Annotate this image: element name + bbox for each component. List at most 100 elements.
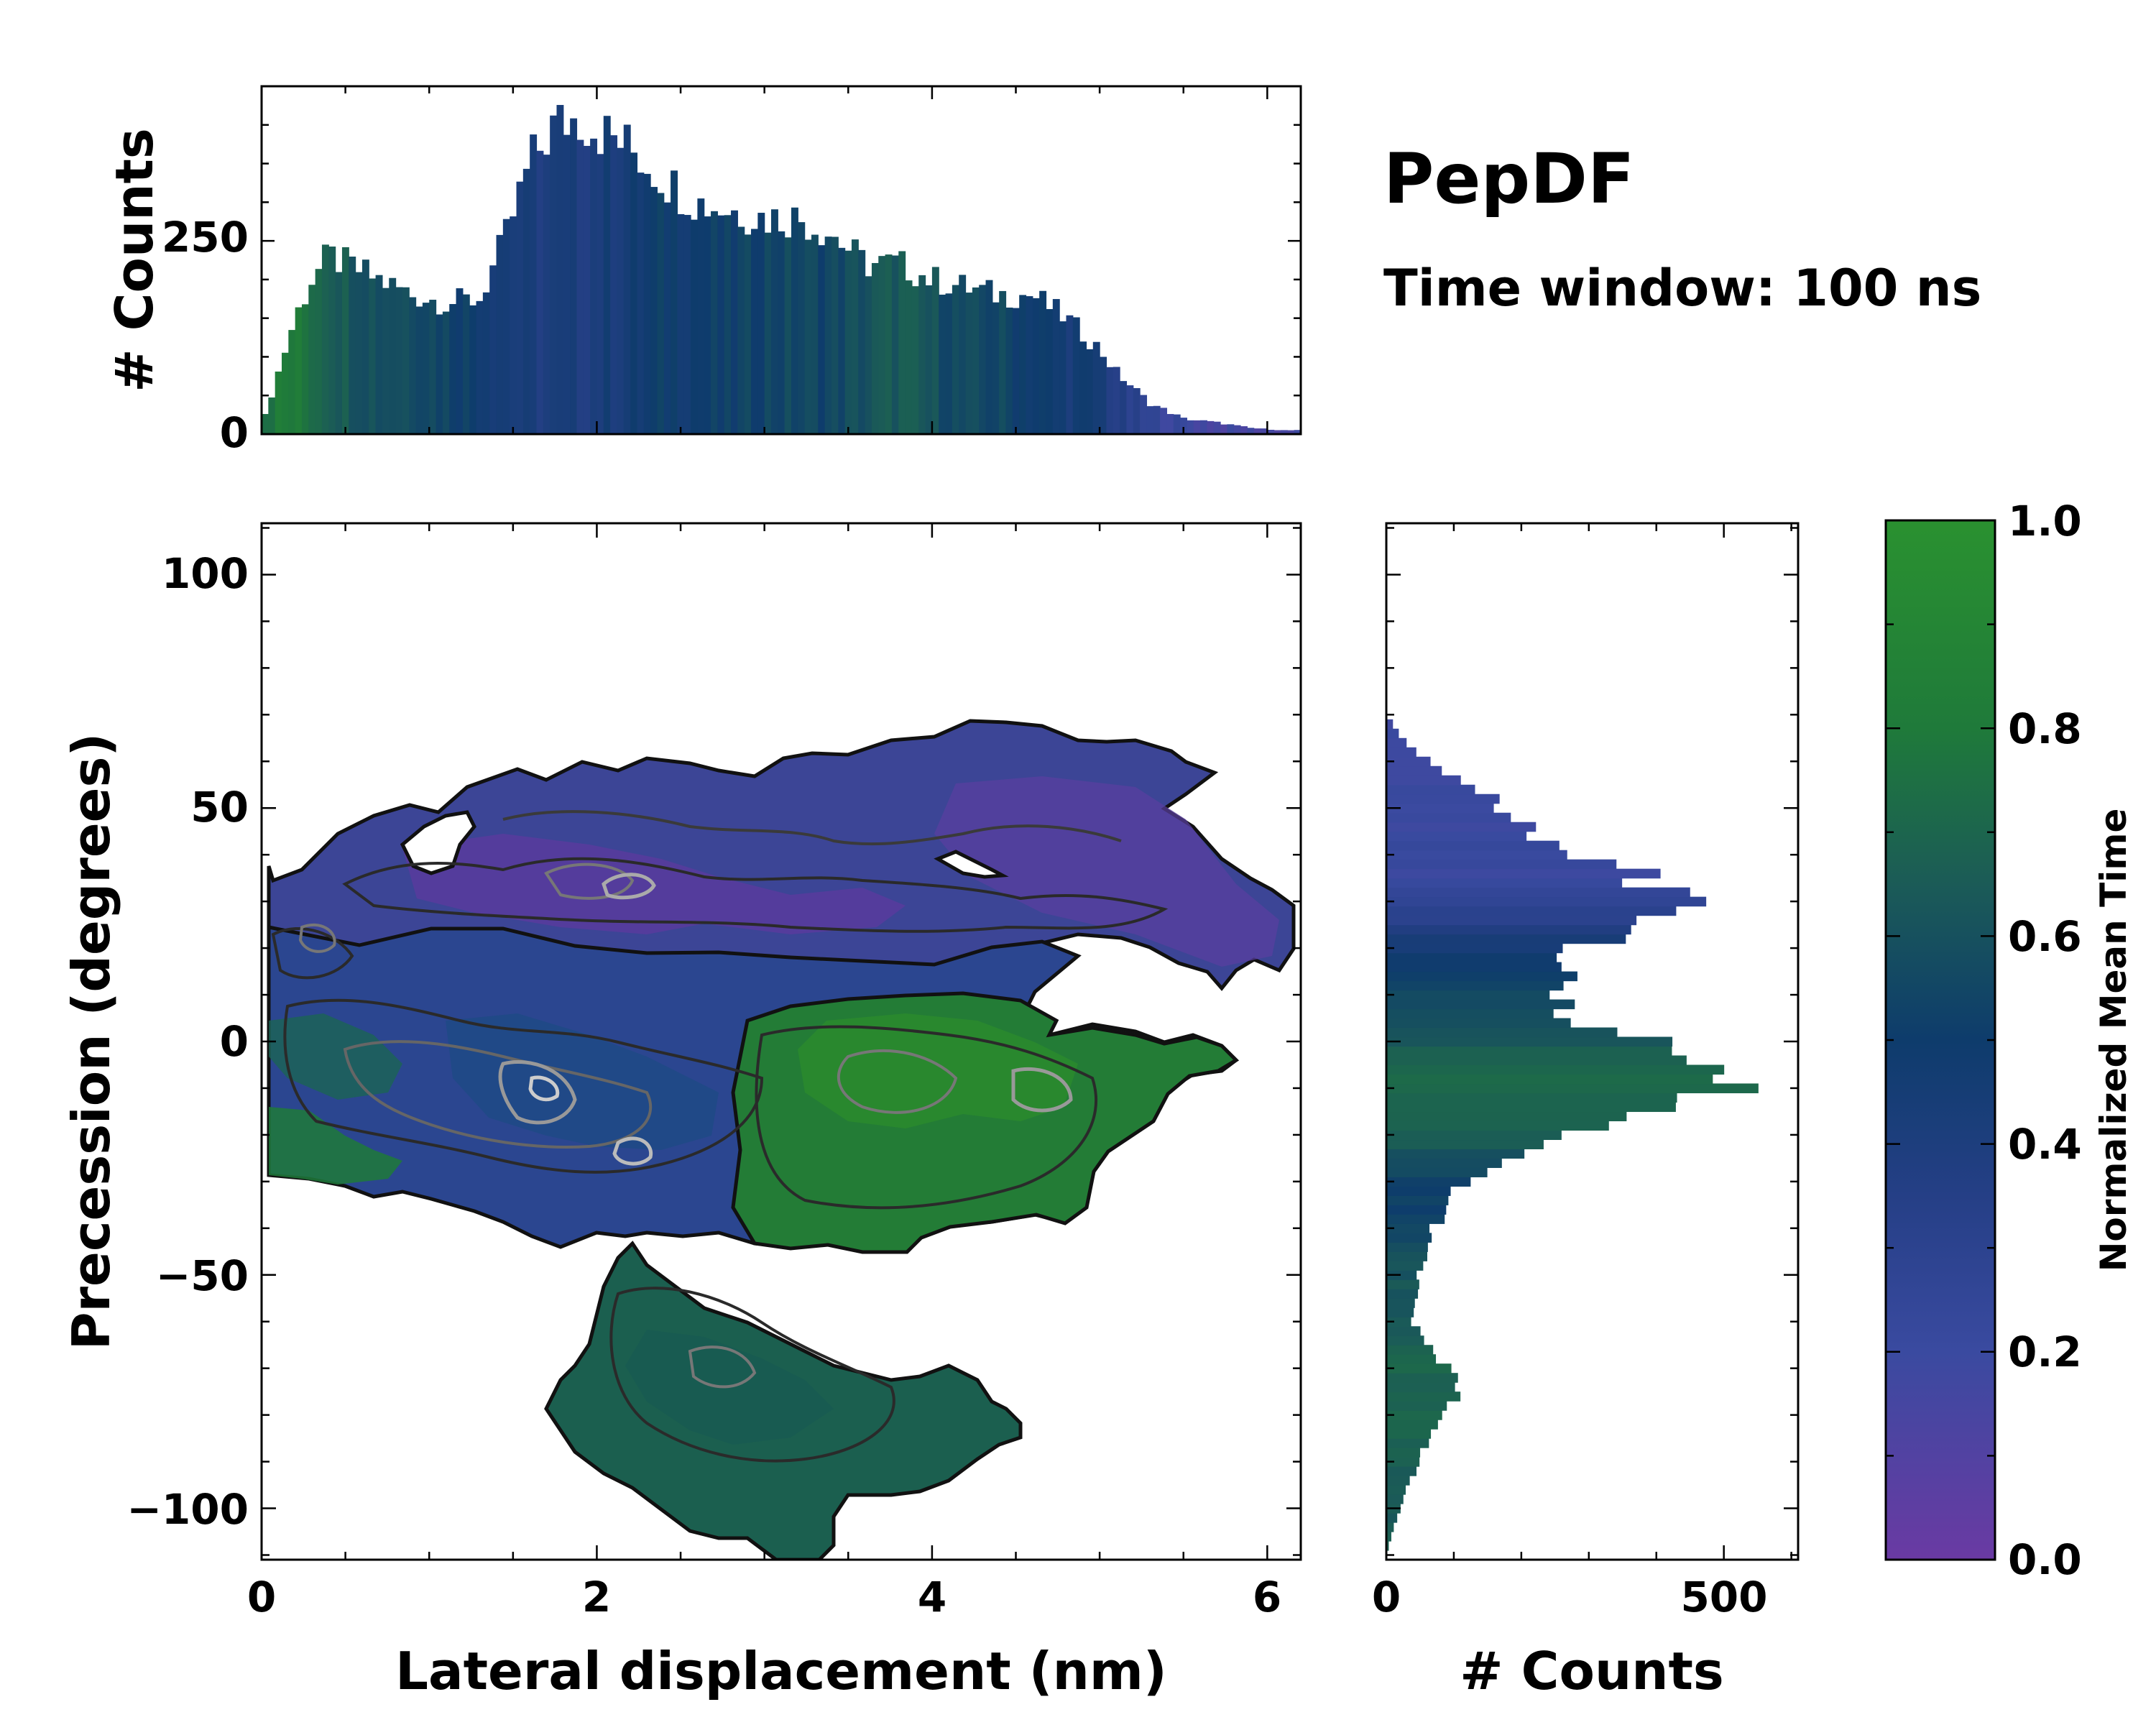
top-histogram-bar (663, 202, 671, 434)
top-histogram-bar (476, 300, 484, 434)
main-xtick-label-2: 2 (582, 1573, 611, 1622)
top-histogram-bar (657, 193, 665, 434)
right-histogram-bar (1386, 1027, 1618, 1038)
right-histogram: 0 500 # Counts (1372, 522, 1800, 1701)
top-histogram-bar (751, 229, 758, 434)
top-histogram-bar (1039, 290, 1047, 434)
contour-upper-2 (502, 810, 1122, 846)
top-histogram-bar (1160, 408, 1168, 434)
right-histogram-bar (1386, 1018, 1571, 1029)
top-histogram-bar (711, 211, 718, 434)
top-histogram-bar (1066, 315, 1074, 434)
top-histogram-bar (704, 216, 711, 434)
colorbar-gradient (1886, 520, 1995, 1560)
right-histogram-bar (1386, 1102, 1676, 1113)
right-histogram-bar (1386, 1251, 1428, 1261)
right-histogram-bar (1386, 1307, 1414, 1317)
right-histogram-bar (1386, 924, 1631, 935)
top-histogram-bar (630, 152, 638, 434)
top-histogram-bar (697, 198, 705, 434)
top-histogram-bar (1046, 309, 1054, 434)
top-histogram-bar (744, 234, 752, 434)
right-histogram-bar (1386, 747, 1416, 758)
right-histogram-bar (1386, 887, 1690, 898)
top-histogram-bar (1100, 356, 1107, 434)
right-histogram-bar (1386, 1064, 1725, 1075)
top-histogram-bar (617, 147, 625, 434)
top-histogram-bar (596, 154, 604, 434)
right-histogram-bar (1386, 784, 1475, 795)
main-xtick-label-6: 6 (1253, 1573, 1281, 1622)
top-histogram-bar (1247, 428, 1255, 434)
top-histogram-bar (610, 135, 618, 434)
figure-title: PepDF (1383, 139, 1634, 219)
top-histogram-bar (778, 231, 786, 434)
right-histogram-bar (1386, 1448, 1421, 1458)
contour-left-2 (298, 923, 336, 953)
top-histogram-bar (824, 236, 832, 434)
top-histogram-bar (1133, 387, 1141, 434)
top-histogram-bar (671, 170, 678, 434)
top-histogram-bar (623, 124, 631, 434)
hole-upper-right (934, 850, 1009, 879)
right-xtick-label-0: 0 (1372, 1573, 1401, 1622)
main-xlabel: Lateral displacement (nm) (395, 1641, 1167, 1701)
top-histogram-bar (1140, 395, 1148, 434)
right-histogram-bar (1386, 737, 1407, 748)
colorbar-tick-label-0.6: 0.6 (2008, 912, 2082, 961)
top-histogram-bar (764, 232, 772, 434)
right-histogram-bar (1386, 728, 1399, 739)
right-histogram-bar (1386, 906, 1677, 916)
right-histogram-bar (1386, 1392, 1461, 1402)
top-histogram-bar (1112, 367, 1120, 434)
top-histogram-bar (275, 371, 282, 434)
top-histogram-bar (422, 303, 430, 434)
top-histogram-bar (898, 251, 906, 434)
top-histogram-bar (1253, 428, 1261, 434)
top-histogram-bar (375, 275, 383, 434)
colorbar-tick-label-0.0: 0.0 (2008, 1535, 2082, 1584)
top-histogram-bar (1193, 420, 1201, 434)
right-histogram-bar (1386, 1139, 1544, 1149)
lobe-upper-band-right (934, 776, 1279, 967)
top-histogram-bar (731, 210, 738, 434)
right-histogram-bar (1386, 1121, 1609, 1131)
top-histogram-bar (1166, 414, 1174, 434)
top-histogram-bar (321, 244, 329, 434)
top-histogram-bar (1079, 341, 1087, 434)
right-histogram-bar (1386, 850, 1567, 860)
right-histogram-bar (1386, 1167, 1488, 1177)
top-histogram-bar (878, 256, 886, 434)
right-histogram-bar (1386, 1522, 1394, 1532)
top-histogram-bar (918, 275, 926, 434)
right-histogram-bar (1386, 1008, 1554, 1019)
top-histogram-bar (1092, 341, 1100, 434)
right-histogram-bar (1386, 915, 1637, 926)
top-histogram-bar (945, 293, 953, 434)
right-histogram-bar (1386, 1111, 1627, 1122)
top-histogram-bar (1032, 298, 1040, 434)
top-histogram-bar (691, 219, 698, 434)
top-histogram-bar (959, 275, 967, 434)
contour-lower-right-2 (837, 1049, 958, 1114)
contour-mid-2 (343, 1040, 653, 1149)
lobe-middle-left-green (269, 1107, 402, 1184)
top-histogram-bar (985, 280, 993, 434)
top-histogram-bar (784, 237, 792, 434)
top-histogram-bar (818, 245, 826, 434)
top-histogram-bar (851, 239, 859, 434)
right-histogram-bar (1386, 1186, 1451, 1196)
right-histogram-bar (1386, 1438, 1429, 1448)
main-2d-histogram: 100 50 0 −50 −100 0 2 4 6 Lateral displa… (61, 522, 1302, 1701)
right-histogram-bar (1386, 1410, 1442, 1420)
right-histogram-bar (1386, 1083, 1759, 1094)
top-histogram-bar (462, 294, 470, 434)
main-xtick-label-4: 4 (918, 1573, 946, 1622)
top-histogram-bar (643, 173, 651, 434)
contour-mid-peak-2 (612, 1136, 653, 1166)
top-histogram-bar (1072, 317, 1080, 434)
top-histogram-bar (1187, 420, 1194, 434)
top-histogram-bar (1180, 418, 1188, 434)
top-histogram-bar (456, 288, 464, 434)
top-histogram-bar (315, 269, 323, 434)
